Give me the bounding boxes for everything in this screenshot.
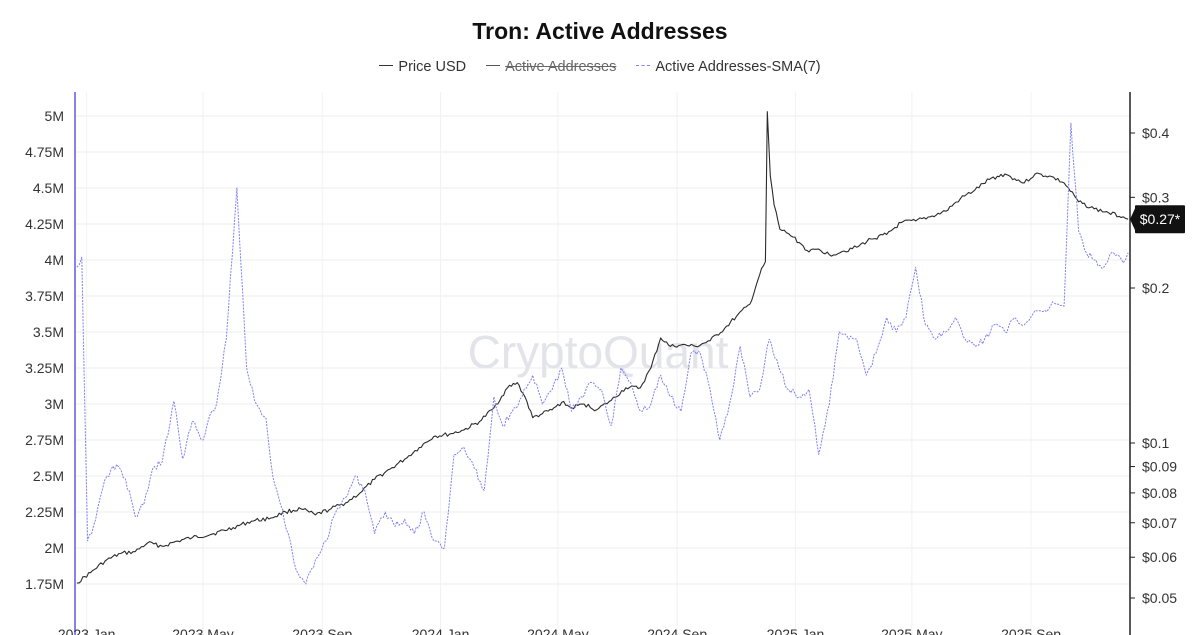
- series-layer: [76, 111, 1129, 585]
- left-tick-label: 4.75M: [25, 144, 64, 160]
- legend-label-sma: Active Addresses-SMA(7): [655, 59, 821, 75]
- legend-item-price[interactable]: Price USD: [379, 59, 466, 75]
- legend-label-active-addresses: Active Addresses: [505, 59, 617, 75]
- left-tick-label: 3.5M: [33, 324, 64, 340]
- x-tick-label: 2023 Sep: [292, 626, 352, 635]
- left-tick-label: 2.25M: [25, 504, 64, 520]
- chart-title: Tron: Active Addresses: [472, 18, 728, 44]
- right-tick-label: $0.2: [1142, 280, 1169, 296]
- legend-item-sma[interactable]: Active Addresses-SMA(7): [636, 59, 821, 75]
- left-tick-label: 4.5M: [33, 180, 64, 196]
- left-tick-label: 2.5M: [33, 468, 64, 484]
- right-tick-label: $0.4: [1142, 125, 1169, 141]
- left-tick-label: 2M: [45, 540, 64, 556]
- left-tick-label: 3.75M: [25, 288, 64, 304]
- right-tick-label: $0.08: [1142, 485, 1177, 501]
- right-axis-ticks: $0.05 $0.06 $0.07 $0.08 $0.09 $0.1 $0.2 $0.3 $0.…: [1130, 125, 1177, 606]
- grid: [75, 92, 1130, 635]
- axes: [74, 92, 1131, 635]
- legend-swatch-price: [379, 64, 394, 66]
- right-tick-label: $0.3: [1142, 189, 1169, 205]
- right-tick-label: $0.09: [1142, 459, 1177, 475]
- x-tick-label: 2024 May: [527, 626, 588, 635]
- right-tick-label: $0.05: [1142, 590, 1177, 606]
- right-tick-label: $0.1: [1142, 435, 1169, 451]
- x-tick-label: 2024 Sep: [647, 626, 707, 635]
- right-tick-label: $0.07: [1142, 515, 1177, 531]
- left-tick-label: 5M: [45, 108, 64, 124]
- left-tick-label: 4.25M: [25, 216, 64, 232]
- x-axis-ticks: 2023 Jan 2023 May 2023 Sep 2024 Jan 2024 May…: [58, 626, 1061, 635]
- legend: Price USD Active Addresses Active Addres…: [0, 59, 1200, 75]
- legend-item-active-addresses[interactable]: Active Addresses: [486, 59, 616, 75]
- current-price-badge-label: $0.27*: [1140, 211, 1181, 227]
- left-tick-label: 2.75M: [25, 432, 64, 448]
- left-tick-label: 1.75M: [25, 576, 64, 592]
- x-tick-label: 2023 May: [172, 626, 233, 635]
- left-tick-label: 3.25M: [25, 360, 64, 376]
- legend-swatch-sma: [636, 64, 651, 66]
- left-tick-label: 3M: [45, 396, 64, 412]
- current-price-badge-pointer: [1130, 206, 1136, 233]
- series-line-price: [76, 111, 1129, 584]
- series-line-active-addresses-sma: [76, 122, 1129, 585]
- x-tick-label: 2025 Sep: [1001, 626, 1061, 635]
- left-tick-label: 4M: [45, 252, 64, 268]
- x-tick-label: 2023 Jan: [58, 626, 116, 635]
- x-tick-label: 2025 Jan: [767, 626, 825, 635]
- current-price-badge-box: [1135, 205, 1185, 234]
- left-axis-ticks: 1.75M 2M 2.25M 2.5M 2.75M 3M 3.25M 3.5M 3.75M 4M 4…: [25, 108, 64, 592]
- x-tick-label: 2025 May: [881, 626, 942, 635]
- legend-label-price: Price USD: [398, 59, 467, 75]
- watermark: CryptoQuant: [468, 326, 729, 378]
- x-tick-label: 2024 Jan: [412, 626, 470, 635]
- legend-swatch-active-addresses: [486, 64, 501, 66]
- right-tick-label: $0.06: [1142, 549, 1177, 565]
- current-price-badge: $0.27*: [1130, 205, 1185, 234]
